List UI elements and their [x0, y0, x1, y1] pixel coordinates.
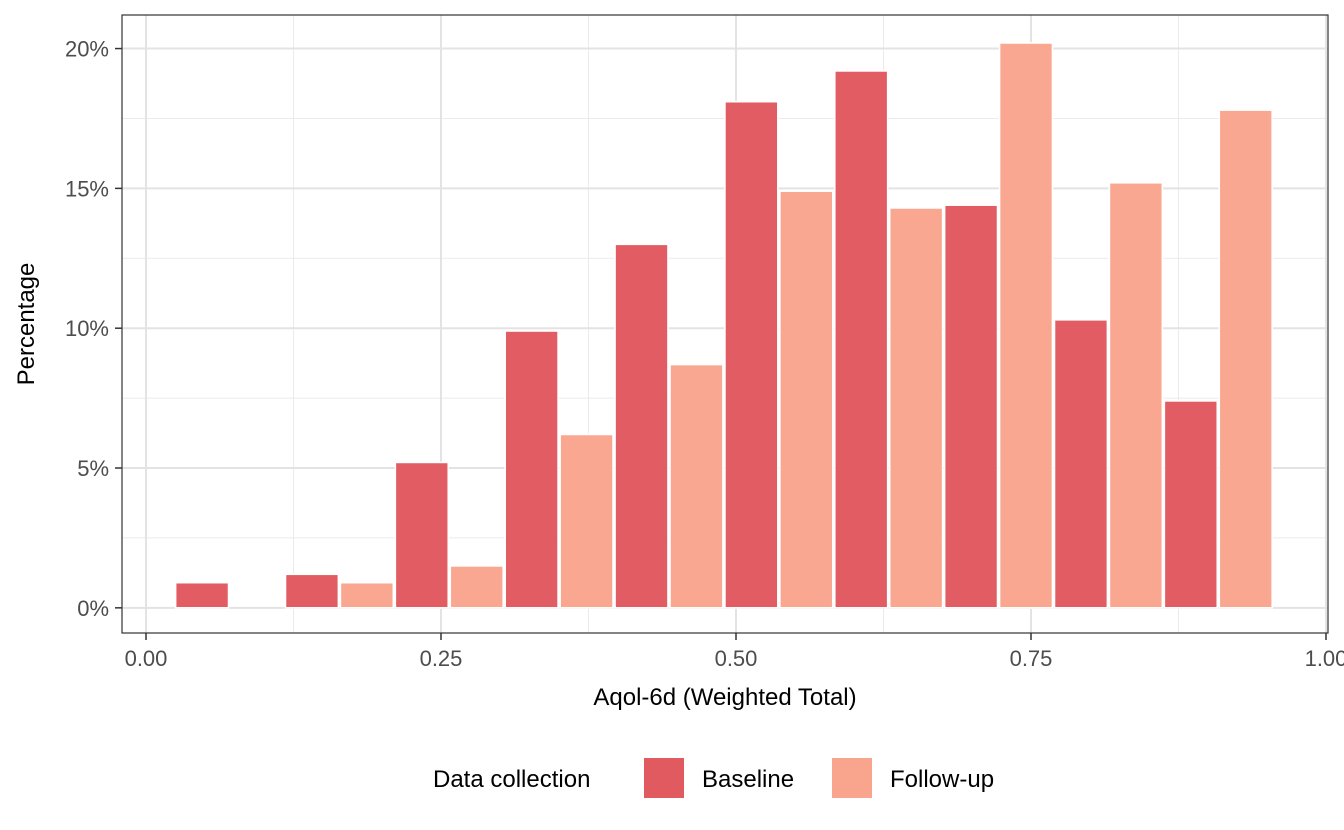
- bar-follow-up: [1108, 181, 1164, 609]
- y-axis-title: Percentage: [13, 263, 40, 386]
- bar-baseline: [284, 573, 340, 609]
- bar-follow-up: [669, 363, 724, 609]
- bar-baseline: [943, 204, 999, 609]
- y-tick-label: 5%: [77, 456, 109, 481]
- bar-baseline: [504, 330, 559, 609]
- bar-follow-up: [339, 581, 395, 609]
- y-tick-label: 20%: [65, 37, 109, 62]
- x-tick-label: 1.00: [1305, 646, 1344, 671]
- bar-baseline: [1053, 319, 1109, 609]
- x-tick-label: 0.50: [715, 646, 758, 671]
- bar-baseline: [724, 100, 779, 609]
- bar-baseline: [394, 461, 450, 609]
- bar-baseline: [174, 581, 230, 609]
- bar-baseline: [833, 70, 889, 609]
- legend-label-follow-up: Follow-up: [890, 766, 994, 793]
- legend-key-follow-up: [832, 758, 872, 798]
- legend: Data collection Baseline Follow-up: [433, 758, 994, 798]
- bar-follow-up: [559, 433, 614, 609]
- legend-label-baseline: Baseline: [702, 766, 794, 793]
- bar-baseline: [614, 243, 669, 609]
- y-tick-label: 10%: [65, 316, 109, 341]
- bars: [174, 42, 1273, 609]
- x-axis-title: Aqol-6d (Weighted Total): [593, 684, 856, 711]
- y-tick-label: 15%: [65, 176, 109, 201]
- panel-border: [121, 14, 1329, 634]
- legend-key-baseline: [644, 758, 684, 798]
- y-tick-label: 0%: [77, 596, 109, 621]
- legend-title: Data collection: [433, 766, 590, 793]
- bar-follow-up: [449, 565, 504, 609]
- axes: 0.00 0.25 0.50 0.75 1.00 0% 5% 10% 15% 20%: [65, 37, 1344, 671]
- bar-follow-up: [1218, 109, 1273, 609]
- bar-baseline: [1163, 400, 1219, 609]
- bar-follow-up: [888, 207, 944, 609]
- bar-follow-up: [779, 190, 834, 609]
- x-tick-label: 0.00: [125, 646, 168, 671]
- bar-follow-up: [998, 42, 1054, 609]
- x-tick-label: 0.75: [1010, 646, 1053, 671]
- x-tick-label: 0.25: [420, 646, 463, 671]
